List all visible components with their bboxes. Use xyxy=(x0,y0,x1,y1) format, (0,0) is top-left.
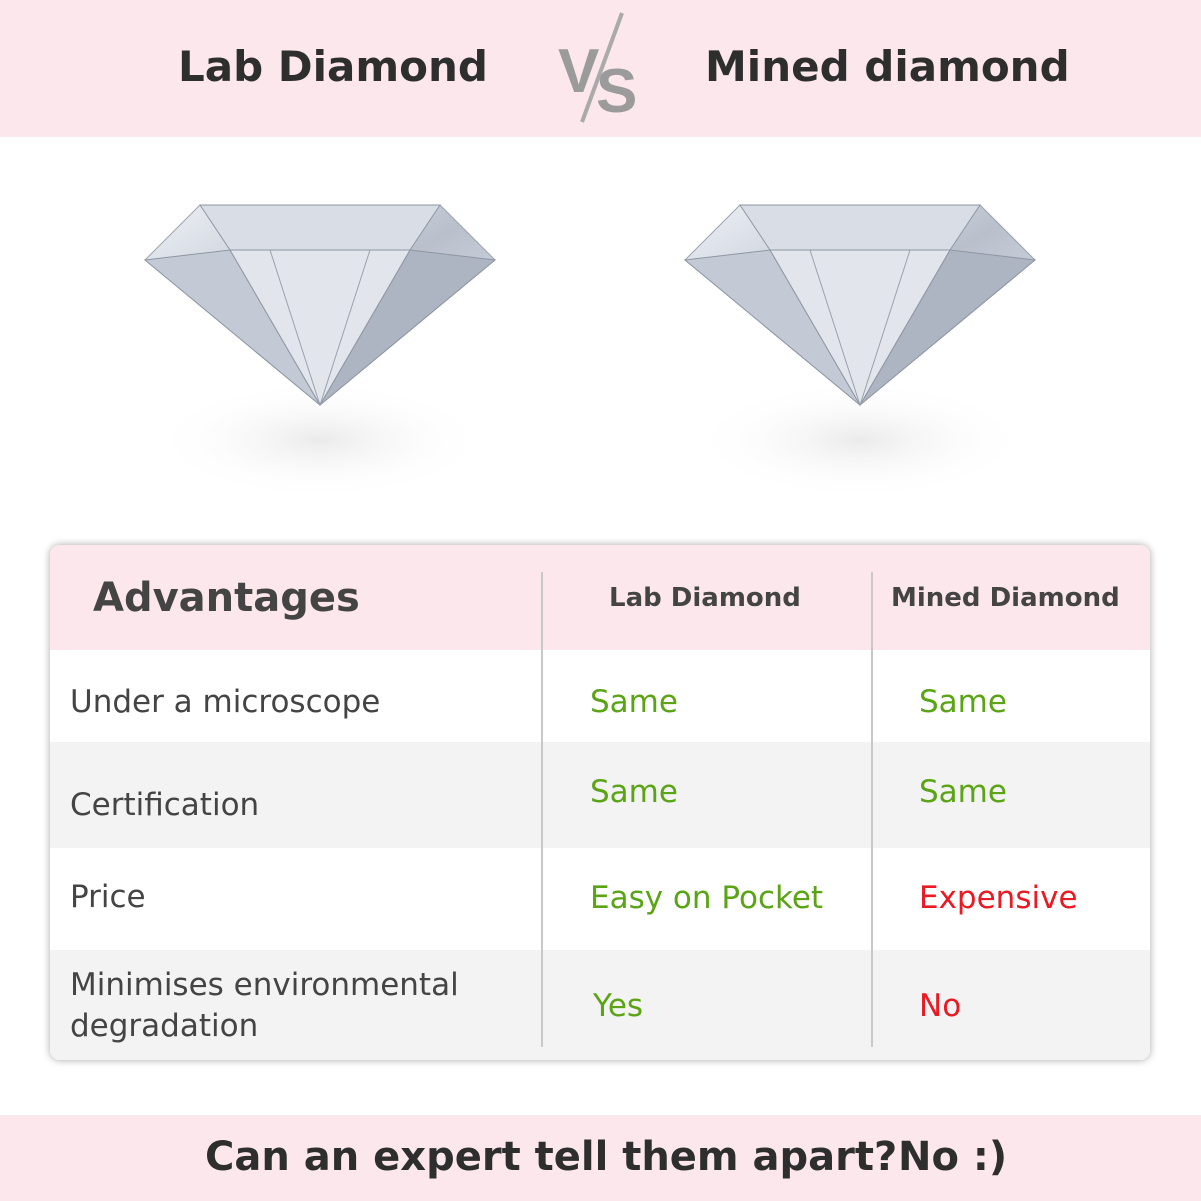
row-label: Minimises environmental xyxy=(70,967,459,1003)
table-row xyxy=(50,650,1150,742)
lab-value: Same xyxy=(590,774,678,810)
column-divider xyxy=(541,572,543,1047)
header-banner: Lab Diamond V S Mined diamond xyxy=(0,0,1201,137)
row-label: Certification xyxy=(70,787,260,823)
lab-value: Same xyxy=(590,684,678,720)
footer-question: Can an expert tell them apart? xyxy=(205,1134,898,1180)
footer-answer: No :) xyxy=(898,1134,1008,1180)
table-row xyxy=(50,742,1150,848)
advantages-header: Advantages xyxy=(93,575,360,621)
column-divider xyxy=(871,572,873,1047)
table-row xyxy=(50,950,1150,1060)
lab-diamond-header: Lab Diamond xyxy=(609,583,801,613)
footer-banner: Can an expert tell them apart? No :) xyxy=(0,1115,1201,1201)
mined-diamond-image xyxy=(683,204,1037,500)
mined-value: Same xyxy=(919,684,1007,720)
vs-logo: V S xyxy=(558,12,637,125)
mined-diamond-header: Mined Diamond xyxy=(891,583,1120,613)
comparison-table: Advantages Lab Diamond Mined Diamond Und… xyxy=(50,545,1150,1060)
row-label: degradation xyxy=(70,1008,259,1044)
mined-value: Same xyxy=(919,774,1007,810)
table-row xyxy=(50,848,1150,950)
lab-diamond-image xyxy=(143,204,497,500)
mined-value: Expensive xyxy=(919,880,1078,916)
mined-value: No xyxy=(919,988,962,1024)
row-label: Price xyxy=(70,879,146,915)
table-header-row xyxy=(50,545,1150,650)
row-label: Under a microscope xyxy=(70,684,381,720)
lab-diamond-title: Lab Diamond xyxy=(178,42,488,91)
lab-value: Yes xyxy=(593,988,644,1024)
mined-diamond-title: Mined diamond xyxy=(705,42,1070,91)
lab-value: Easy on Pocket xyxy=(590,880,824,916)
